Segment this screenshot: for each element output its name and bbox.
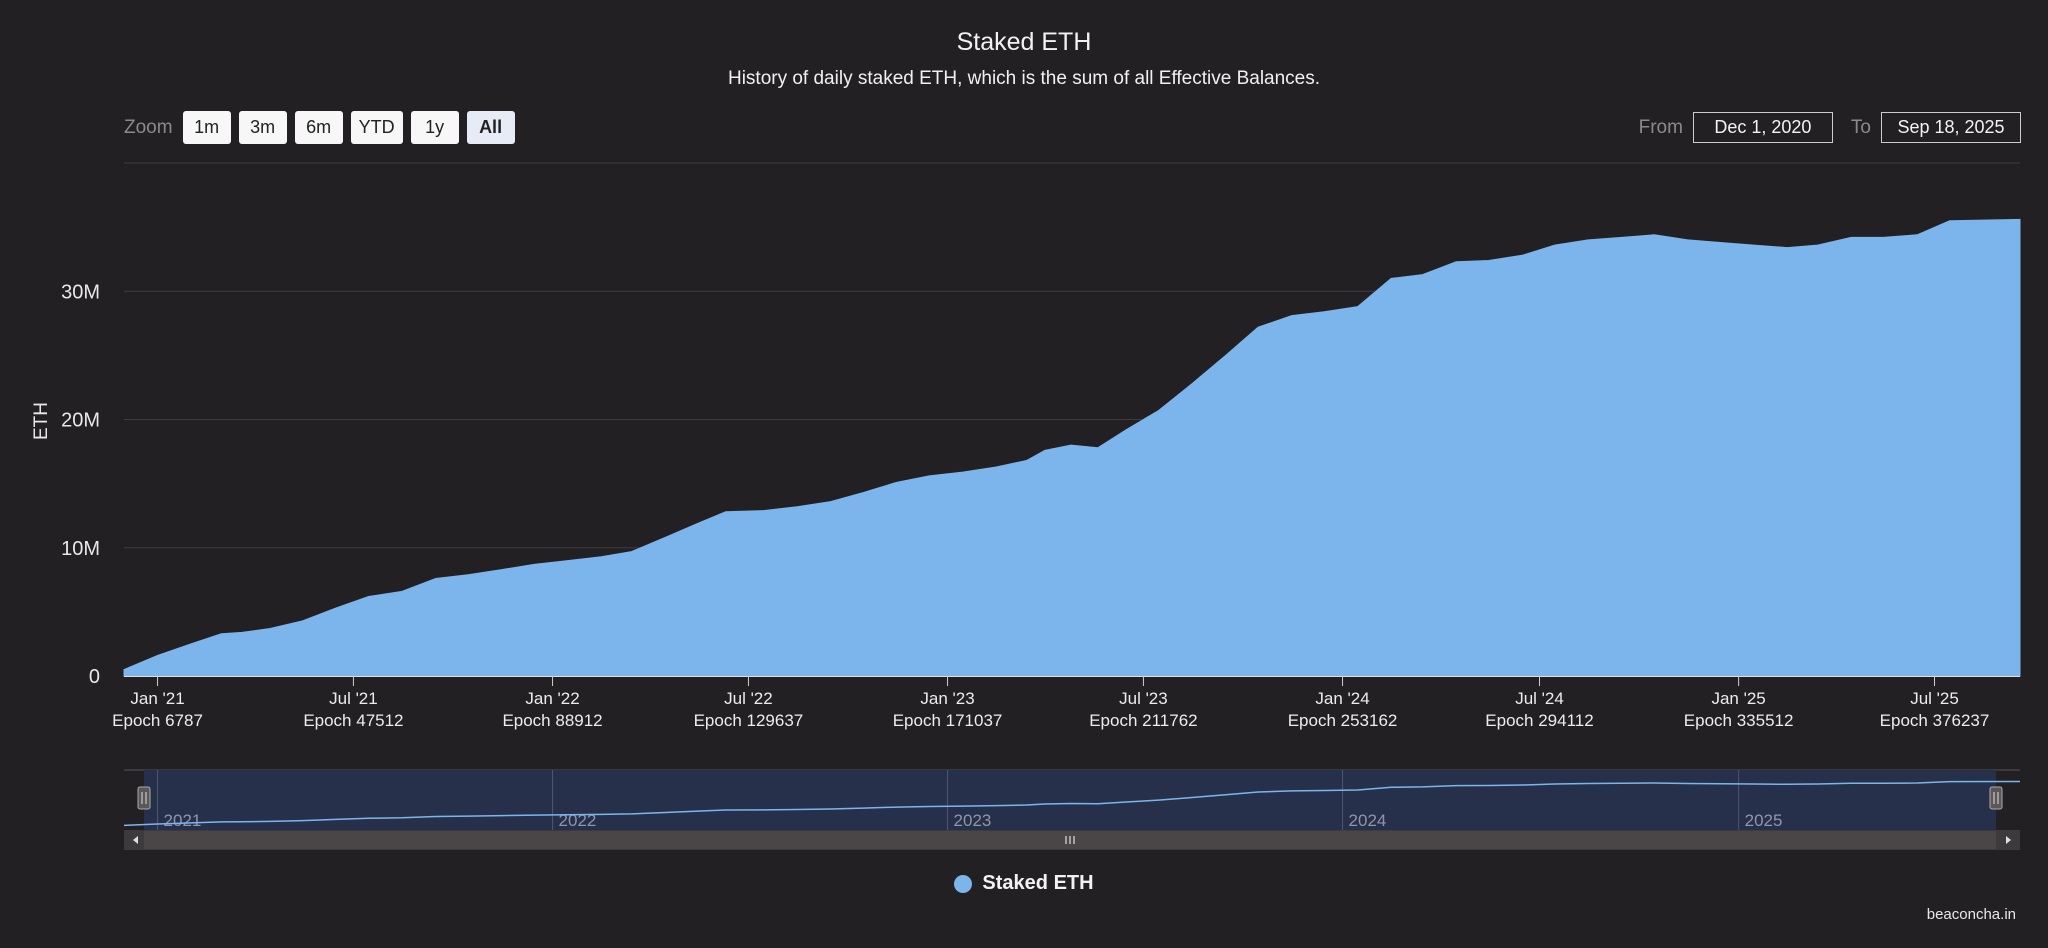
legend-item-staked-eth[interactable]: Staked ETH [982,872,1094,894]
x-tick-epoch-label: Epoch 211762 [1089,711,1197,730]
scroll-right-arrow-icon [2006,836,2011,844]
zoom-1m-button[interactable]: 1m [182,111,231,144]
x-tick-label: Jul '22 [724,689,773,708]
navigator-right-handle [1989,786,2003,810]
x-tick-label: Jan '23 [920,689,974,708]
y-tick-label: 20M [61,410,100,432]
staked-eth-area [123,218,2021,677]
navigator-year-label: 2025 [1745,811,1783,830]
y-axis: 0 10M 20M 30M [61,281,100,688]
chart-subtitle: History of daily staked ETH, which is th… [727,68,1321,89]
x-tick-epoch-label: Epoch 129637 [694,711,804,730]
zoom-6m-button[interactable]: 6m [294,111,343,144]
to-date-input[interactable]: Sep 18, 2025 [1881,112,2021,143]
x-tick-label: Jan '21 [130,689,184,708]
x-tick-label: Jan '25 [1711,689,1765,708]
navigator-year-label: 2023 [954,811,992,830]
x-tick-epoch-label: Epoch 253162 [1288,711,1398,730]
scroll-left-arrow-icon [133,836,138,844]
legend-marker [954,874,973,893]
from-label: From [1638,116,1683,138]
x-axis: Jan '21 Epoch 6787 Jul '21 Epoch 47512 Jan '… [112,676,2020,730]
x-tick-label: Jul '21 [329,689,378,708]
to-label: To [1850,116,1871,138]
y-tick-label: 0 [89,666,100,688]
y-tick-label: 10M [61,538,100,560]
x-tick-epoch-label: Epoch 6787 [112,711,203,730]
x-tick-label: Jul '23 [1119,689,1168,708]
chart-title: Staked ETH [956,28,1092,56]
zoom-selector: Zoom 1m 3m 6m YTD 1y All [124,111,515,144]
navigator-series-line [123,780,2021,827]
from-date-input[interactable]: Dec 1, 2020 [1692,112,1833,143]
navigator-year-label: 2021 [164,811,202,830]
plot-area [123,218,2021,677]
zoom-all-button[interactable]: All [466,111,515,144]
x-tick-epoch-label: Epoch 47512 [303,711,403,730]
x-tick-label: Jan '24 [1315,689,1369,708]
zoom-3m-button[interactable]: 3m [238,111,287,144]
navigator-left-handle [137,786,151,810]
navigator[interactable]: 2021 2022 2023 2024 2025 [123,769,2021,850]
credit-link[interactable]: beaconcha.in [1926,906,2016,923]
x-tick-epoch-label: Epoch 335512 [1684,711,1794,730]
date-range-selector: From Dec 1, 2020 To Sep 18, 2025 [1631,111,2021,144]
x-tick-epoch-label: Epoch 171037 [893,711,1003,730]
x-tick-epoch-label: Epoch 88912 [502,711,602,730]
navigator-year-label: 2024 [1349,811,1387,830]
x-tick-epoch-label: Epoch 376237 [1880,711,1990,730]
legend[interactable]: Staked ETH [0,872,2048,895]
zoom-label: Zoom [124,116,173,138]
x-tick-epoch-label: Epoch 294112 [1485,711,1593,730]
y-tick-label: 30M [61,281,100,303]
y-axis-title: ETH [31,402,52,440]
x-tick-label: Jul '25 [1910,689,1959,708]
x-tick-label: Jul '24 [1515,689,1564,708]
x-tick-label: Jan '22 [525,689,579,708]
zoom-1y-button[interactable]: 1y [410,111,459,144]
zoom-ytd-button[interactable]: YTD [350,111,403,144]
navigator-selection-mask [144,770,1996,830]
navigator-year-label: 2022 [559,811,597,830]
